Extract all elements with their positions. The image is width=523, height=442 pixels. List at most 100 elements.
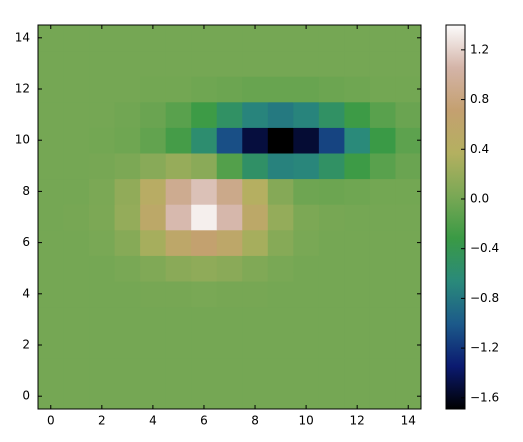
cell	[293, 229, 320, 256]
cell	[38, 306, 65, 333]
cell	[165, 25, 192, 52]
cell	[344, 50, 371, 77]
cell	[267, 306, 294, 333]
cell	[38, 281, 65, 308]
cell	[89, 332, 116, 359]
cell	[267, 25, 294, 52]
cell	[369, 127, 396, 154]
cell	[293, 204, 320, 231]
cell	[293, 255, 320, 282]
cell	[267, 383, 294, 410]
cell	[191, 76, 218, 103]
cell	[318, 101, 345, 128]
cell	[344, 281, 371, 308]
cell	[89, 357, 116, 384]
cell	[267, 281, 294, 308]
cell	[165, 153, 192, 180]
cell	[38, 153, 65, 180]
cell	[191, 153, 218, 180]
cell	[369, 306, 396, 333]
cell	[38, 357, 65, 384]
cell	[318, 204, 345, 231]
cell	[293, 76, 320, 103]
cell	[318, 178, 345, 205]
heatmap	[38, 25, 422, 410]
cell	[318, 25, 345, 52]
cell	[165, 357, 192, 384]
cell	[63, 383, 90, 410]
cell	[242, 229, 269, 256]
cell	[191, 178, 218, 205]
cell	[165, 255, 192, 282]
cell	[114, 178, 141, 205]
cell	[216, 153, 243, 180]
cell	[216, 50, 243, 77]
cell	[63, 357, 90, 384]
cell	[216, 255, 243, 282]
cell	[140, 76, 167, 103]
cell	[216, 204, 243, 231]
cell	[267, 101, 294, 128]
cell	[165, 383, 192, 410]
cell	[395, 204, 422, 231]
cell	[114, 76, 141, 103]
cell	[140, 332, 167, 359]
y-tick-label: 14	[15, 30, 30, 44]
x-tick-label: 4	[149, 414, 157, 428]
cell	[293, 178, 320, 205]
cell	[318, 306, 345, 333]
cell	[165, 127, 192, 154]
cell	[140, 229, 167, 256]
cell	[89, 255, 116, 282]
cell	[165, 76, 192, 103]
cell	[216, 101, 243, 128]
cell	[89, 153, 116, 180]
cell	[191, 229, 218, 256]
cell	[216, 332, 243, 359]
cell	[63, 306, 90, 333]
cell	[395, 255, 422, 282]
x-tick-label: 2	[98, 414, 106, 428]
cell	[242, 127, 269, 154]
cell	[140, 255, 167, 282]
cell	[63, 332, 90, 359]
cell	[216, 127, 243, 154]
cell	[38, 76, 65, 103]
cell	[267, 153, 294, 180]
cell	[216, 76, 243, 103]
cell	[344, 76, 371, 103]
colorbar-tick-label: 0.0	[470, 191, 489, 205]
cell	[293, 127, 320, 154]
y-tick-label: 10	[15, 133, 30, 147]
cell	[140, 127, 167, 154]
cell	[216, 357, 243, 384]
cell	[242, 101, 269, 128]
cell	[38, 127, 65, 154]
cell	[369, 153, 396, 180]
y-tick-label: 6	[22, 235, 30, 249]
cell	[38, 229, 65, 256]
cell	[63, 127, 90, 154]
cell	[63, 76, 90, 103]
cell	[242, 332, 269, 359]
cell	[140, 306, 167, 333]
cell	[165, 204, 192, 231]
cell	[369, 357, 396, 384]
cell	[38, 204, 65, 231]
cell	[293, 332, 320, 359]
cell	[165, 178, 192, 205]
cell	[318, 76, 345, 103]
x-tick-label: 0	[47, 414, 55, 428]
colorbar-tick-label: 0.4	[470, 142, 489, 156]
cell	[63, 178, 90, 205]
cell	[191, 306, 218, 333]
cell	[242, 25, 269, 52]
colorbar-tick-label: −0.8	[470, 291, 499, 305]
cell	[191, 332, 218, 359]
cell	[63, 281, 90, 308]
x-tick-label: 12	[350, 414, 365, 428]
y-tick-label: 8	[22, 184, 30, 198]
cell	[140, 281, 167, 308]
cell	[344, 204, 371, 231]
x-tick-label: 10	[298, 414, 313, 428]
